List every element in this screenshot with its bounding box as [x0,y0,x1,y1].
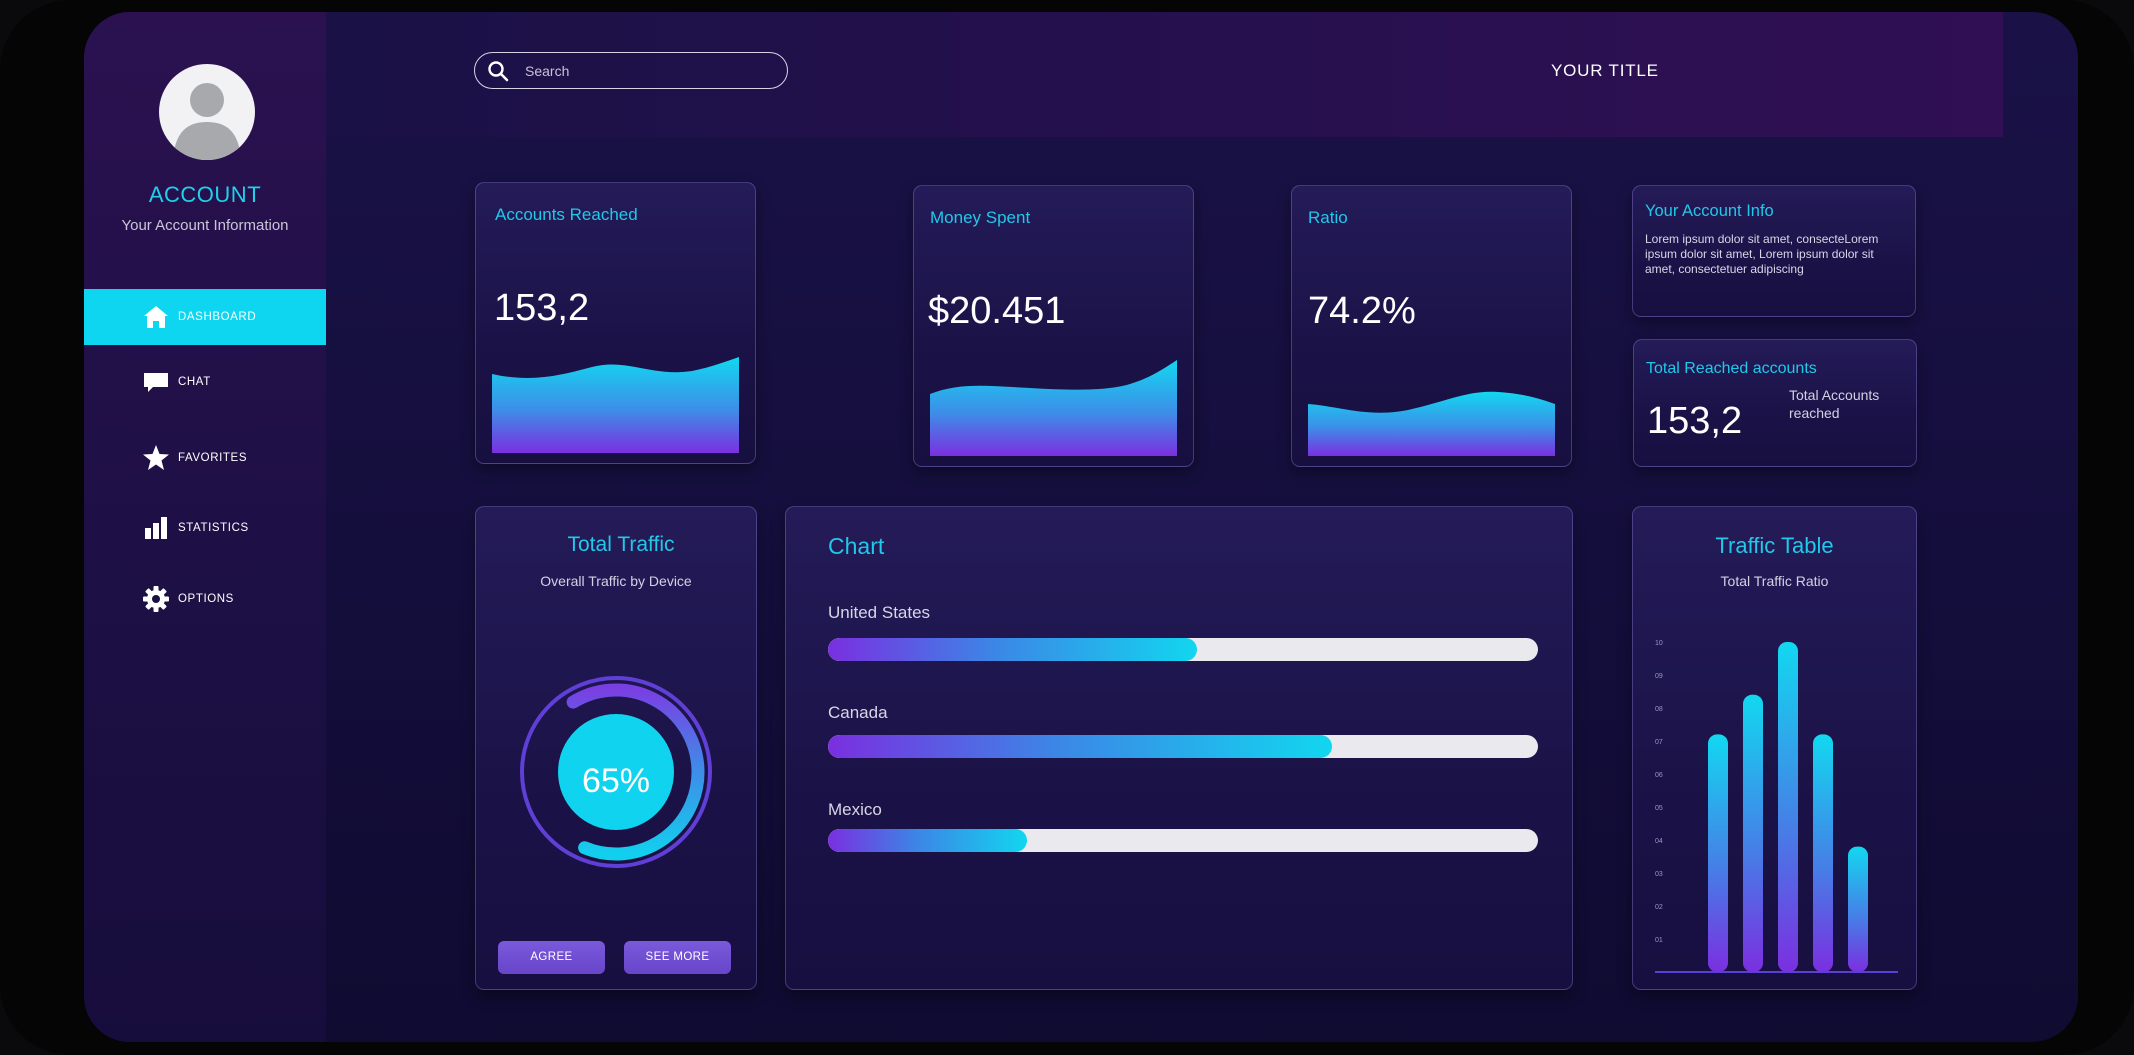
card-title: Ratio [1308,208,1348,227]
accounts-reached-card[interactable]: Accounts Reached 153,2 [475,182,756,464]
search-placeholder: Search [525,63,570,79]
card-title: Accounts Reached [495,205,638,224]
avatar[interactable] [159,64,255,160]
y-tick-label: 05 [1655,805,1663,812]
money-spent-value: $20.451 [928,290,1066,332]
sidebar: ACCOUNT Your Account Information DASHBOA… [84,12,326,1042]
y-tick-label: 10 [1655,640,1663,647]
card-subtitle: Overall Traffic by Device [540,573,692,589]
nav-item-chat[interactable]: CHAT [84,354,326,410]
total-reached-value: 153,2 [1647,400,1743,442]
y-tick-label: 01 [1655,937,1663,944]
star-icon [143,445,169,470]
card-title: Your Account Info [1645,202,1774,220]
traffic-bar [1778,642,1798,972]
home-icon [144,306,168,328]
nav-label: STATISTICS [178,522,249,534]
y-tick-label: 07 [1655,739,1663,746]
user-silhouette-icon [173,83,241,160]
money-wave-chart [930,360,1177,456]
account-info-card[interactable]: Your Account Info Lorem ipsum dolor sit … [1632,185,1916,317]
y-tick-label: 06 [1655,772,1663,779]
y-tick-label: 02 [1655,904,1663,911]
total-traffic-card: Total Traffic Overall Traffic by Device … [475,506,757,990]
y-tick-label: 08 [1655,706,1663,713]
ratio-card[interactable]: Ratio 74.2% [1291,185,1572,467]
bar-label-mexico: Mexico [828,800,882,819]
search-icon [488,61,509,82]
traffic-percent-label: 65% [581,762,651,800]
card-title: Traffic Table [1715,533,1834,558]
nav-label: DASHBOARD [178,311,257,323]
nav-label: OPTIONS [178,593,234,605]
bar-track-canada [828,735,1538,758]
search-input[interactable]: Search [474,52,788,89]
card-title: Total Reached accounts [1646,360,1817,377]
bar-label-united-states: United States [828,603,931,622]
account-info-text: Lorem ipsum dolor sit amet, consecteLore… [1645,232,1879,276]
traffic-table-card: Traffic Table Total Traffic Ratio 01 02 03… [1632,506,1917,990]
nav-label: CHAT [178,376,211,388]
bar-fill-canada [828,735,1333,758]
accounts-reached-value: 153,2 [494,287,590,329]
traffic-center-disc [558,714,674,830]
see-more-button[interactable]: SEE MORE [624,941,731,974]
country-chart-card: Chart United States Canada Mexico [785,506,1573,990]
traffic-bar-chart: 01 02 03 04 05 06 07 08 09 10 [1655,640,1898,973]
card-subtitle: Total Traffic Ratio [1720,573,1829,589]
traffic-bar [1848,846,1868,972]
accounts-wave-chart [492,357,739,453]
card-title: Money Spent [930,208,1031,227]
nav-item-options[interactable]: OPTIONS [84,571,326,627]
gear-icon [143,586,169,612]
y-tick-label: 09 [1655,673,1663,680]
nav-item-favorites[interactable]: FAVORITES [84,430,326,486]
top-bar [326,12,2003,137]
bar-chart-icon [145,517,167,539]
dashboard-screen: ACCOUNT Your Account Information DASHBOA… [84,12,2078,1042]
traffic-bar [1708,734,1728,972]
agree-button[interactable]: AGREE [498,941,605,974]
traffic-bar [1813,734,1833,972]
ratio-wave-chart [1308,391,1555,456]
bar-label-canada: Canada [828,703,888,722]
nav-label: FAVORITES [178,452,248,464]
page-title: YOUR TITLE [1551,61,1659,80]
bar-fill-united-states [828,638,1198,661]
ratio-value: 74.2% [1308,290,1416,332]
account-subtitle: Your Account Information [121,217,289,234]
total-reached-card[interactable]: Total Reached accounts 153,2 Total Accou… [1633,339,1917,467]
total-reached-subtitle: Total Accounts reached [1789,387,1880,421]
traffic-bar [1743,694,1763,972]
traffic-progress-arc [566,683,705,861]
card-title: Chart [828,533,885,559]
money-spent-card[interactable]: Money Spent $20.451 [913,185,1194,467]
traffic-donut-chart [520,676,712,868]
nav-item-statistics[interactable]: STATISTICS [84,500,326,556]
y-tick-label: 04 [1655,838,1663,845]
y-tick-label: 03 [1655,871,1663,878]
chat-icon [144,373,168,392]
nav-item-dashboard[interactable]: DASHBOARD [84,289,326,345]
bar-track-mexico [828,829,1538,852]
card-title: Total Traffic [567,533,675,556]
account-title: ACCOUNT [148,182,262,207]
bar-track-united-states [828,638,1538,661]
bar-fill-mexico [828,829,1027,852]
